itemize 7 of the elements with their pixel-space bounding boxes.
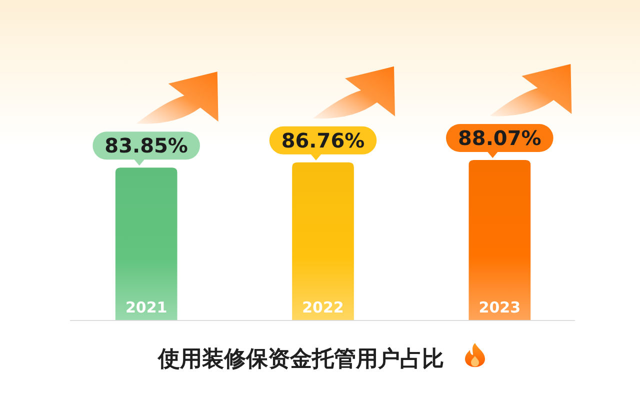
data-label: 83.85% <box>104 134 188 158</box>
x-tick-label: 2021 <box>125 298 168 317</box>
data-label: 88.07% <box>458 126 542 150</box>
x-tick-label: 2022 <box>302 298 344 317</box>
text: 使用装修保资金托管用户占比 <box>157 346 444 372</box>
x-tick-label: 2023 <box>478 298 521 317</box>
data-label: 86.76% <box>281 128 365 152</box>
